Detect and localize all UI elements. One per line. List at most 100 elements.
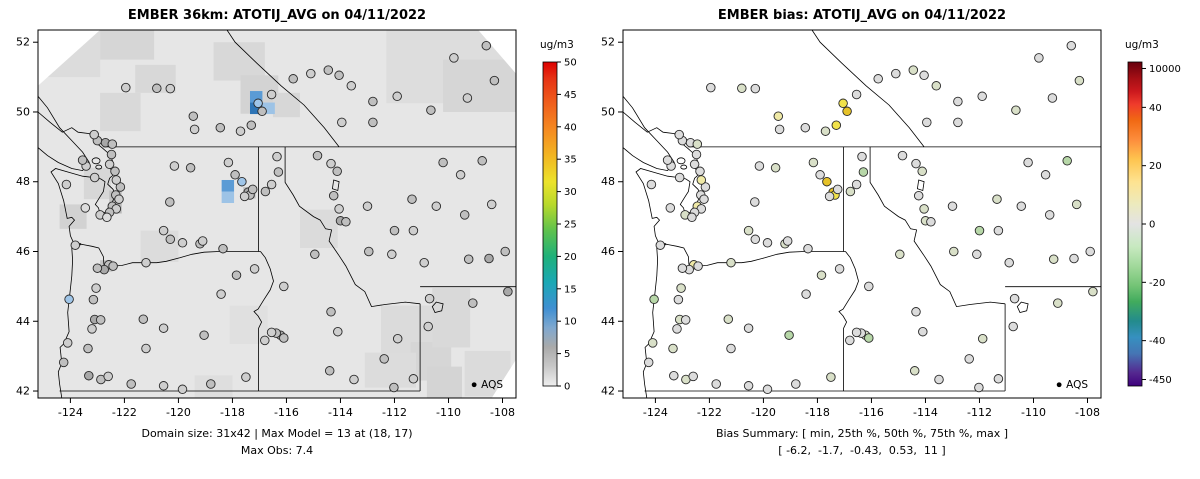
station-point — [1088, 286, 1098, 297]
raster-cell — [221, 179, 235, 192]
x-tick-label: -108 — [490, 406, 515, 419]
station-point — [408, 225, 419, 236]
station-point — [845, 335, 855, 346]
map-line-coast — [623, 111, 701, 398]
station-point — [1074, 75, 1085, 86]
station-point — [407, 194, 417, 204]
station-point — [851, 179, 862, 190]
station-point — [199, 330, 209, 340]
station-point — [993, 374, 1004, 384]
station-point — [165, 197, 175, 207]
station-point — [934, 374, 944, 385]
station-point — [873, 74, 883, 84]
station-point — [424, 293, 435, 304]
station-point — [699, 194, 709, 204]
station-point — [138, 314, 149, 324]
station-point — [949, 246, 959, 257]
station-point — [500, 246, 510, 257]
station-point — [1009, 293, 1020, 304]
station-point — [89, 129, 99, 140]
station-point — [1016, 201, 1027, 211]
y-tick-label: 48 — [601, 175, 615, 188]
x-tick-label: -110 — [436, 406, 461, 419]
station-point — [341, 217, 351, 227]
station-point — [1023, 157, 1033, 168]
station-point — [95, 315, 106, 325]
x-tick-label: -122 — [697, 406, 722, 419]
x-tick-label: -110 — [1021, 406, 1046, 419]
station-point — [141, 343, 151, 354]
station-point — [762, 384, 773, 395]
station-point — [126, 379, 136, 389]
colorbar-title: ug/m3 — [1125, 39, 1159, 51]
station-point — [257, 106, 267, 117]
station-point — [463, 254, 474, 264]
y-tick-label: 50 — [16, 105, 30, 118]
station-point — [392, 91, 402, 102]
station-point — [237, 176, 247, 187]
station-point — [801, 289, 811, 299]
station-point — [711, 379, 721, 389]
aqs-legend-dot — [1056, 382, 1062, 388]
station-point — [689, 159, 700, 170]
station-point — [110, 166, 120, 177]
station-point — [235, 126, 246, 136]
station-point — [1085, 246, 1095, 257]
station-point — [273, 167, 284, 177]
colorbar-tick-label: 15 — [564, 284, 577, 295]
colorbar-tick-label: 40 — [1149, 103, 1162, 114]
panel-1-map: AQS — [623, 30, 1101, 398]
station-point — [408, 374, 419, 384]
station-point — [676, 283, 686, 293]
station-point — [674, 129, 684, 140]
station-point — [672, 324, 682, 334]
map-line-waor — [657, 244, 846, 267]
station-point — [931, 81, 942, 91]
right-panel-title: EMBER bias: ATOTIJ_AVG on 04/11/2022 — [717, 8, 1007, 23]
left-panel-title: EMBER 36km: ATOTIJ_AVG on 04/11/2022 — [127, 8, 427, 23]
x-tick-label: -116 — [859, 406, 884, 419]
x-tick-label: -124 — [643, 406, 668, 419]
station-point — [177, 238, 188, 248]
station-point — [770, 163, 781, 173]
raster-patch — [83, 167, 111, 200]
station-point — [324, 366, 335, 376]
colorbar-tick-label: 45 — [564, 90, 577, 101]
station-point — [88, 294, 99, 305]
station-point — [691, 149, 702, 160]
station-point — [1040, 170, 1051, 180]
y-tick-label: 52 — [16, 36, 30, 49]
station-point — [750, 83, 761, 94]
colorbar-tick-label: -40 — [1149, 336, 1165, 347]
station-point — [349, 374, 359, 385]
station-point — [826, 372, 836, 382]
y-tick-label: 46 — [16, 245, 30, 258]
aqs-legend-label: AQS — [481, 379, 503, 391]
station-point — [260, 335, 270, 346]
colorbar-tick-label: 20 — [564, 252, 577, 263]
station-point — [387, 249, 397, 260]
station-point — [662, 155, 673, 165]
station-point — [107, 139, 118, 149]
station-point — [791, 379, 801, 389]
station-point — [392, 333, 403, 344]
station-point — [337, 117, 347, 128]
raster-patch — [426, 366, 462, 398]
station-point — [379, 354, 389, 364]
station-point — [260, 186, 271, 197]
station-point — [266, 179, 277, 190]
station-point — [993, 225, 1004, 236]
map-island — [676, 157, 686, 165]
domain-boundary-wedge — [491, 359, 516, 398]
station-point — [1069, 253, 1079, 264]
station-point — [858, 167, 869, 177]
station-point — [328, 190, 339, 201]
raster-patch — [100, 92, 141, 132]
station-point — [333, 326, 343, 337]
colorbar-tick-label: 50 — [564, 58, 577, 69]
station-point — [334, 204, 344, 214]
station-point — [486, 199, 497, 210]
colorbar-tick-label: 10000 — [1149, 64, 1181, 75]
plot-box — [37, 29, 517, 399]
